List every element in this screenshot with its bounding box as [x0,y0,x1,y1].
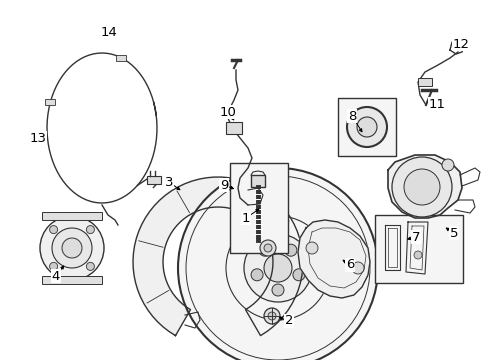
Text: 11: 11 [428,98,445,111]
Circle shape [293,269,305,281]
Bar [338,98,396,156]
Circle shape [352,262,364,274]
Text: 9: 9 [220,179,228,192]
Circle shape [414,251,422,259]
Circle shape [357,117,377,137]
Circle shape [264,254,292,282]
Polygon shape [388,155,462,218]
Polygon shape [298,220,370,298]
Circle shape [86,226,95,234]
Text: 3: 3 [165,176,173,189]
Bar [418,78,432,86]
Circle shape [260,240,276,256]
Text: 4: 4 [52,270,60,283]
Circle shape [442,159,454,171]
Text: 12: 12 [452,37,469,50]
Text: 6: 6 [346,258,354,271]
Bar [42,212,102,220]
Text: 10: 10 [220,105,237,118]
Circle shape [259,244,271,256]
Circle shape [272,284,284,296]
Circle shape [49,226,58,234]
Bar [45,99,55,105]
Circle shape [40,216,104,280]
Polygon shape [133,177,303,336]
Circle shape [251,269,263,281]
Bar [226,122,242,134]
Bar [251,175,265,187]
Bar [230,163,288,253]
Text: 5: 5 [450,226,458,239]
Text: 13: 13 [29,131,47,144]
Circle shape [392,157,452,217]
Circle shape [226,216,330,320]
Circle shape [86,262,95,270]
Circle shape [244,234,312,302]
Circle shape [178,168,378,360]
Text: 1: 1 [242,212,250,225]
Circle shape [264,244,272,252]
Circle shape [347,107,387,147]
Text: 2: 2 [285,315,293,328]
Text: 8: 8 [348,109,356,122]
Circle shape [52,228,92,268]
Bar [116,54,126,60]
Circle shape [306,242,318,254]
Bar [375,215,463,283]
Text: 14: 14 [100,26,118,39]
Bar [42,276,102,284]
Circle shape [62,238,82,258]
Circle shape [285,244,297,256]
Circle shape [49,262,58,270]
Bar [147,176,161,184]
Text: 7: 7 [412,230,420,243]
Circle shape [264,308,280,324]
Circle shape [268,312,276,320]
Circle shape [404,169,440,205]
Circle shape [186,176,370,360]
